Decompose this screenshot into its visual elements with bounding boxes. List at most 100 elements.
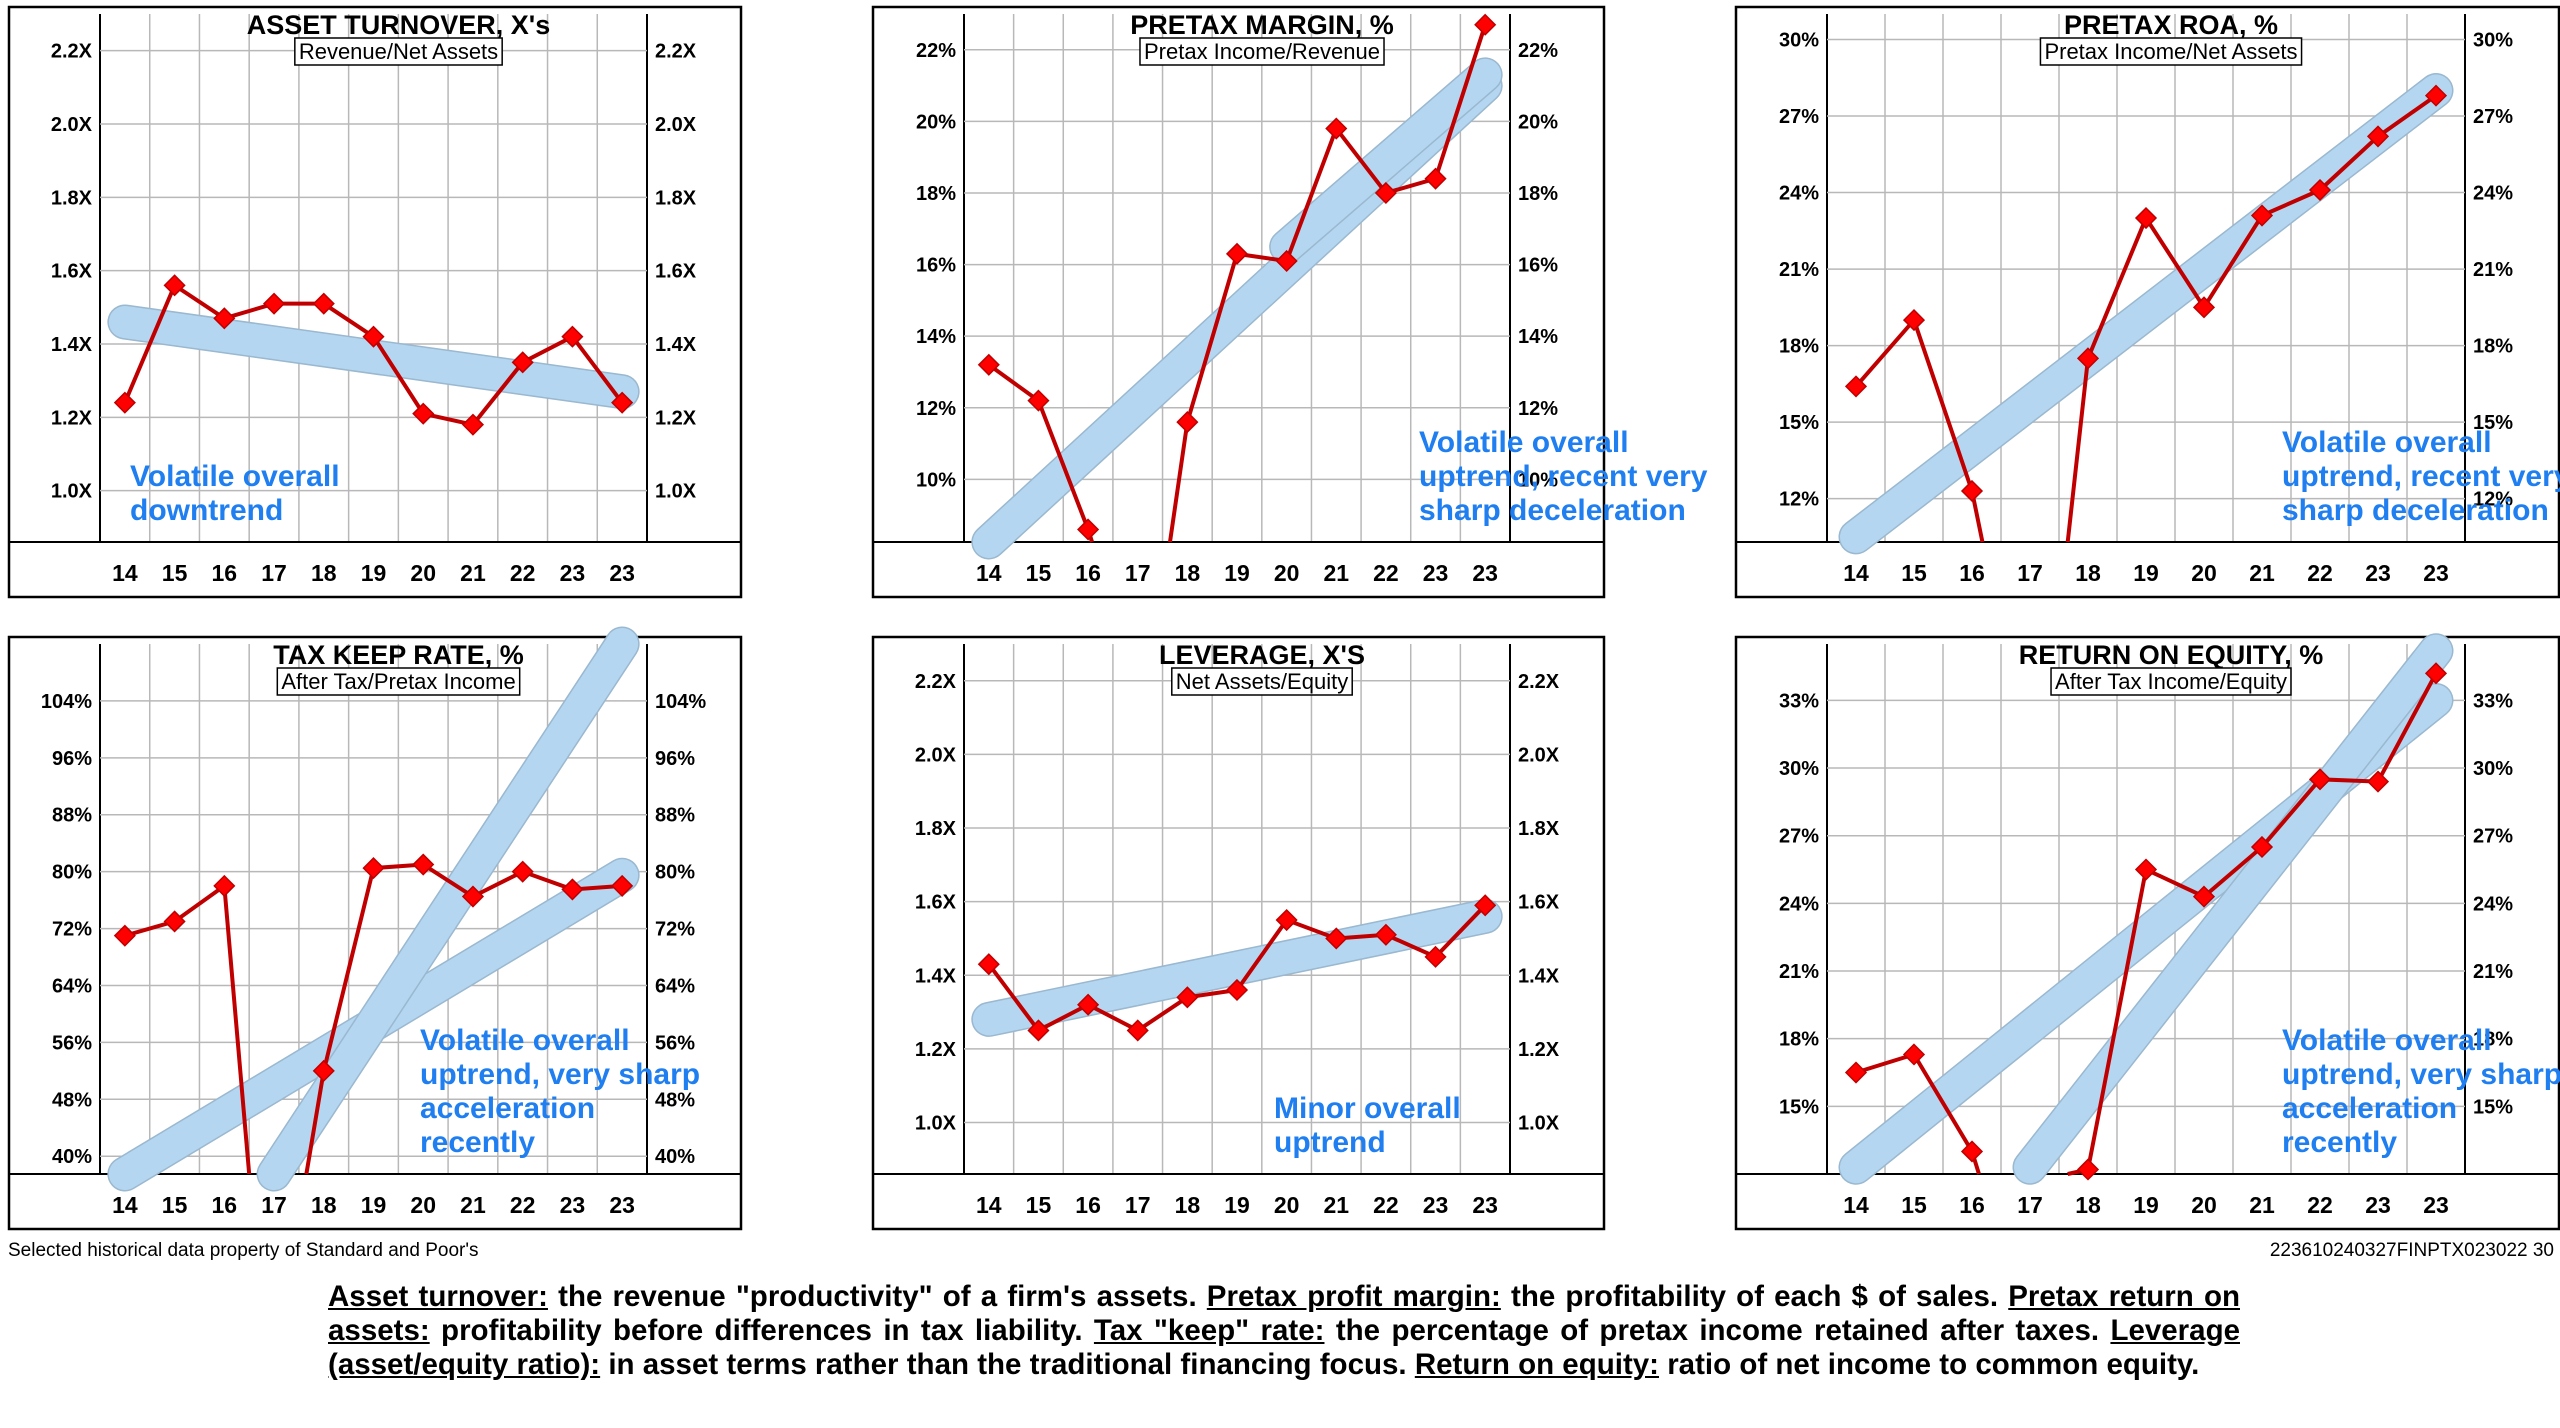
y-tick-label-left: 18% bbox=[1779, 1029, 1819, 1051]
trend-comment: uptrend, recent very bbox=[2282, 460, 2560, 493]
y-tick-label-right: 12% bbox=[1518, 398, 1558, 420]
x-tick-label: 17 bbox=[261, 560, 287, 586]
y-tick-label-left: 15% bbox=[1779, 412, 1819, 434]
panel-frame bbox=[871, 635, 1606, 1231]
x-tick-label: 21 bbox=[1323, 1192, 1349, 1218]
trend-comment: uptrend, very sharp bbox=[420, 1058, 700, 1091]
x-tick-label: 23 bbox=[609, 560, 635, 586]
chart-subtitle: Pretax Income/Revenue bbox=[1144, 39, 1380, 64]
y-tick-label-left: 2.0X bbox=[51, 114, 93, 136]
y-tick-label-left: 96% bbox=[52, 748, 92, 770]
y-tick-label-left: 16% bbox=[916, 255, 956, 277]
y-tick-label-left: 56% bbox=[52, 1032, 92, 1054]
data-point-marker bbox=[1027, 389, 1050, 412]
x-tick-label: 14 bbox=[1843, 560, 1869, 586]
y-tick-label-right: 56% bbox=[655, 1032, 695, 1054]
x-tick-label: 17 bbox=[2017, 560, 2043, 586]
y-tick-label-right: 72% bbox=[655, 919, 695, 941]
trend-comment: downtrend bbox=[130, 494, 283, 527]
x-tick-label: 18 bbox=[1175, 560, 1201, 586]
data-point-marker bbox=[2308, 768, 2332, 791]
data-point-marker bbox=[113, 924, 136, 947]
y-tick-label-right: 22% bbox=[1518, 40, 1558, 62]
y-tick-label-left: 48% bbox=[52, 1089, 92, 1111]
subtitle-box bbox=[2039, 37, 2303, 66]
y-tick-label-left: 88% bbox=[52, 805, 92, 827]
x-tick-label: 16 bbox=[1075, 560, 1101, 586]
data-point-marker bbox=[561, 325, 584, 348]
trend-comment: recently bbox=[2282, 1126, 2397, 1159]
x-tick-label: 21 bbox=[460, 1192, 486, 1218]
data-point-marker bbox=[2134, 206, 2158, 230]
trend-comment: Volatile overall bbox=[1419, 426, 1629, 459]
trend-band bbox=[108, 306, 639, 408]
data-point-marker bbox=[2076, 347, 2100, 370]
series-line bbox=[304, 862, 623, 1175]
y-tick-label-right: 1.4X bbox=[1518, 965, 1560, 987]
definition-text: the profitability of each $ of sales. bbox=[1500, 1280, 2009, 1313]
y-tick-label-left: 2.2X bbox=[51, 41, 93, 63]
x-tick-label: 15 bbox=[1901, 560, 1927, 586]
x-tick-label: 23 bbox=[2365, 560, 2391, 586]
x-tick-label: 23 bbox=[2365, 1192, 2391, 1218]
y-tick-label-right: 21% bbox=[2473, 961, 2513, 983]
data-point-marker bbox=[2192, 296, 2216, 319]
data-point-marker bbox=[2424, 662, 2448, 685]
data-point-marker bbox=[611, 874, 634, 897]
data-point-marker bbox=[2424, 84, 2448, 107]
y-tick-label-right: 40% bbox=[655, 1146, 695, 1168]
y-tick-label-left: 24% bbox=[1779, 893, 1819, 915]
y-tick-label-right: 2.0X bbox=[655, 114, 697, 136]
data-point-marker bbox=[1474, 894, 1497, 917]
source-note: Selected historical data property of Sta… bbox=[8, 1240, 479, 1261]
x-tick-label: 16 bbox=[1959, 560, 1985, 586]
trend-comment: Volatile overall bbox=[2282, 1024, 2492, 1057]
y-tick-label-right: 1.8X bbox=[1518, 818, 1560, 840]
definition-term: Leverage (asset/equity ratio): bbox=[328, 1314, 2240, 1381]
y-tick-label-left: 27% bbox=[1779, 106, 1819, 128]
data-point-marker bbox=[1225, 242, 1249, 265]
x-tick-label: 17 bbox=[1125, 560, 1151, 586]
x-tick-label: 23 bbox=[560, 560, 586, 586]
y-tick-label-left: 14% bbox=[916, 326, 956, 348]
data-point-marker bbox=[977, 953, 1000, 976]
x-tick-label: 22 bbox=[510, 1192, 536, 1218]
trend-comment: uptrend, recent very bbox=[1419, 460, 1708, 493]
chart-title: PRETAX ROA, % bbox=[2064, 10, 2278, 40]
y-tick-label-left: 24% bbox=[1779, 183, 1819, 205]
y-tick-label-left: 33% bbox=[1779, 690, 1819, 712]
x-tick-label: 14 bbox=[976, 560, 1002, 586]
y-tick-label-left: 18% bbox=[1779, 336, 1819, 358]
definition-term: Asset turnover: bbox=[328, 1280, 548, 1313]
chart-panel: 10% 10% 12% 12% 14% 14% 16% 16% 18% 18% 20% 20% 22% 2… bbox=[871, 5, 1708, 599]
x-tick-label: 18 bbox=[311, 1192, 337, 1218]
y-tick-label-left: 1.6X bbox=[915, 892, 957, 914]
x-tick-label: 23 bbox=[1423, 560, 1449, 586]
x-tick-label: 15 bbox=[162, 560, 188, 586]
y-tick-label-left: 72% bbox=[52, 919, 92, 941]
x-tick-label: 14 bbox=[112, 1192, 138, 1218]
x-tick-label: 19 bbox=[2133, 560, 2159, 586]
y-tick-label-left: 1.0X bbox=[915, 1112, 957, 1134]
trend-comment: Volatile overall bbox=[130, 460, 340, 493]
data-point-marker bbox=[1960, 1140, 1984, 1163]
subtitle-box bbox=[1139, 37, 1385, 66]
data-point-marker bbox=[213, 874, 236, 897]
data-point-marker bbox=[977, 353, 1000, 376]
x-tick-label: 23 bbox=[1472, 1192, 1498, 1218]
definition-term: Tax "keep" rate: bbox=[1093, 1314, 1325, 1347]
x-tick-label: 22 bbox=[2307, 1192, 2333, 1218]
financial-charts-grid: 1.0X 1.0X 1.2X 1.2X 1.4X 1.4X 1.6X 1.6X 1.8X 1.8X… bbox=[7, 5, 2560, 1231]
y-tick-label-right: 1.2X bbox=[1518, 1039, 1560, 1061]
y-tick-label-right: 30% bbox=[2473, 30, 2513, 52]
subtitle-box bbox=[276, 667, 521, 696]
y-tick-label-left: 27% bbox=[1779, 826, 1819, 848]
trend-band bbox=[972, 900, 1502, 1036]
y-tick-label-right: 18% bbox=[2473, 1029, 2513, 1051]
data-point-marker bbox=[2366, 770, 2390, 793]
x-tick-label: 19 bbox=[361, 560, 387, 586]
data-point-marker bbox=[1176, 986, 1199, 1009]
x-tick-label: 14 bbox=[976, 1192, 1002, 1218]
data-point-marker bbox=[262, 292, 286, 315]
x-tick-label: 20 bbox=[1274, 1192, 1300, 1218]
